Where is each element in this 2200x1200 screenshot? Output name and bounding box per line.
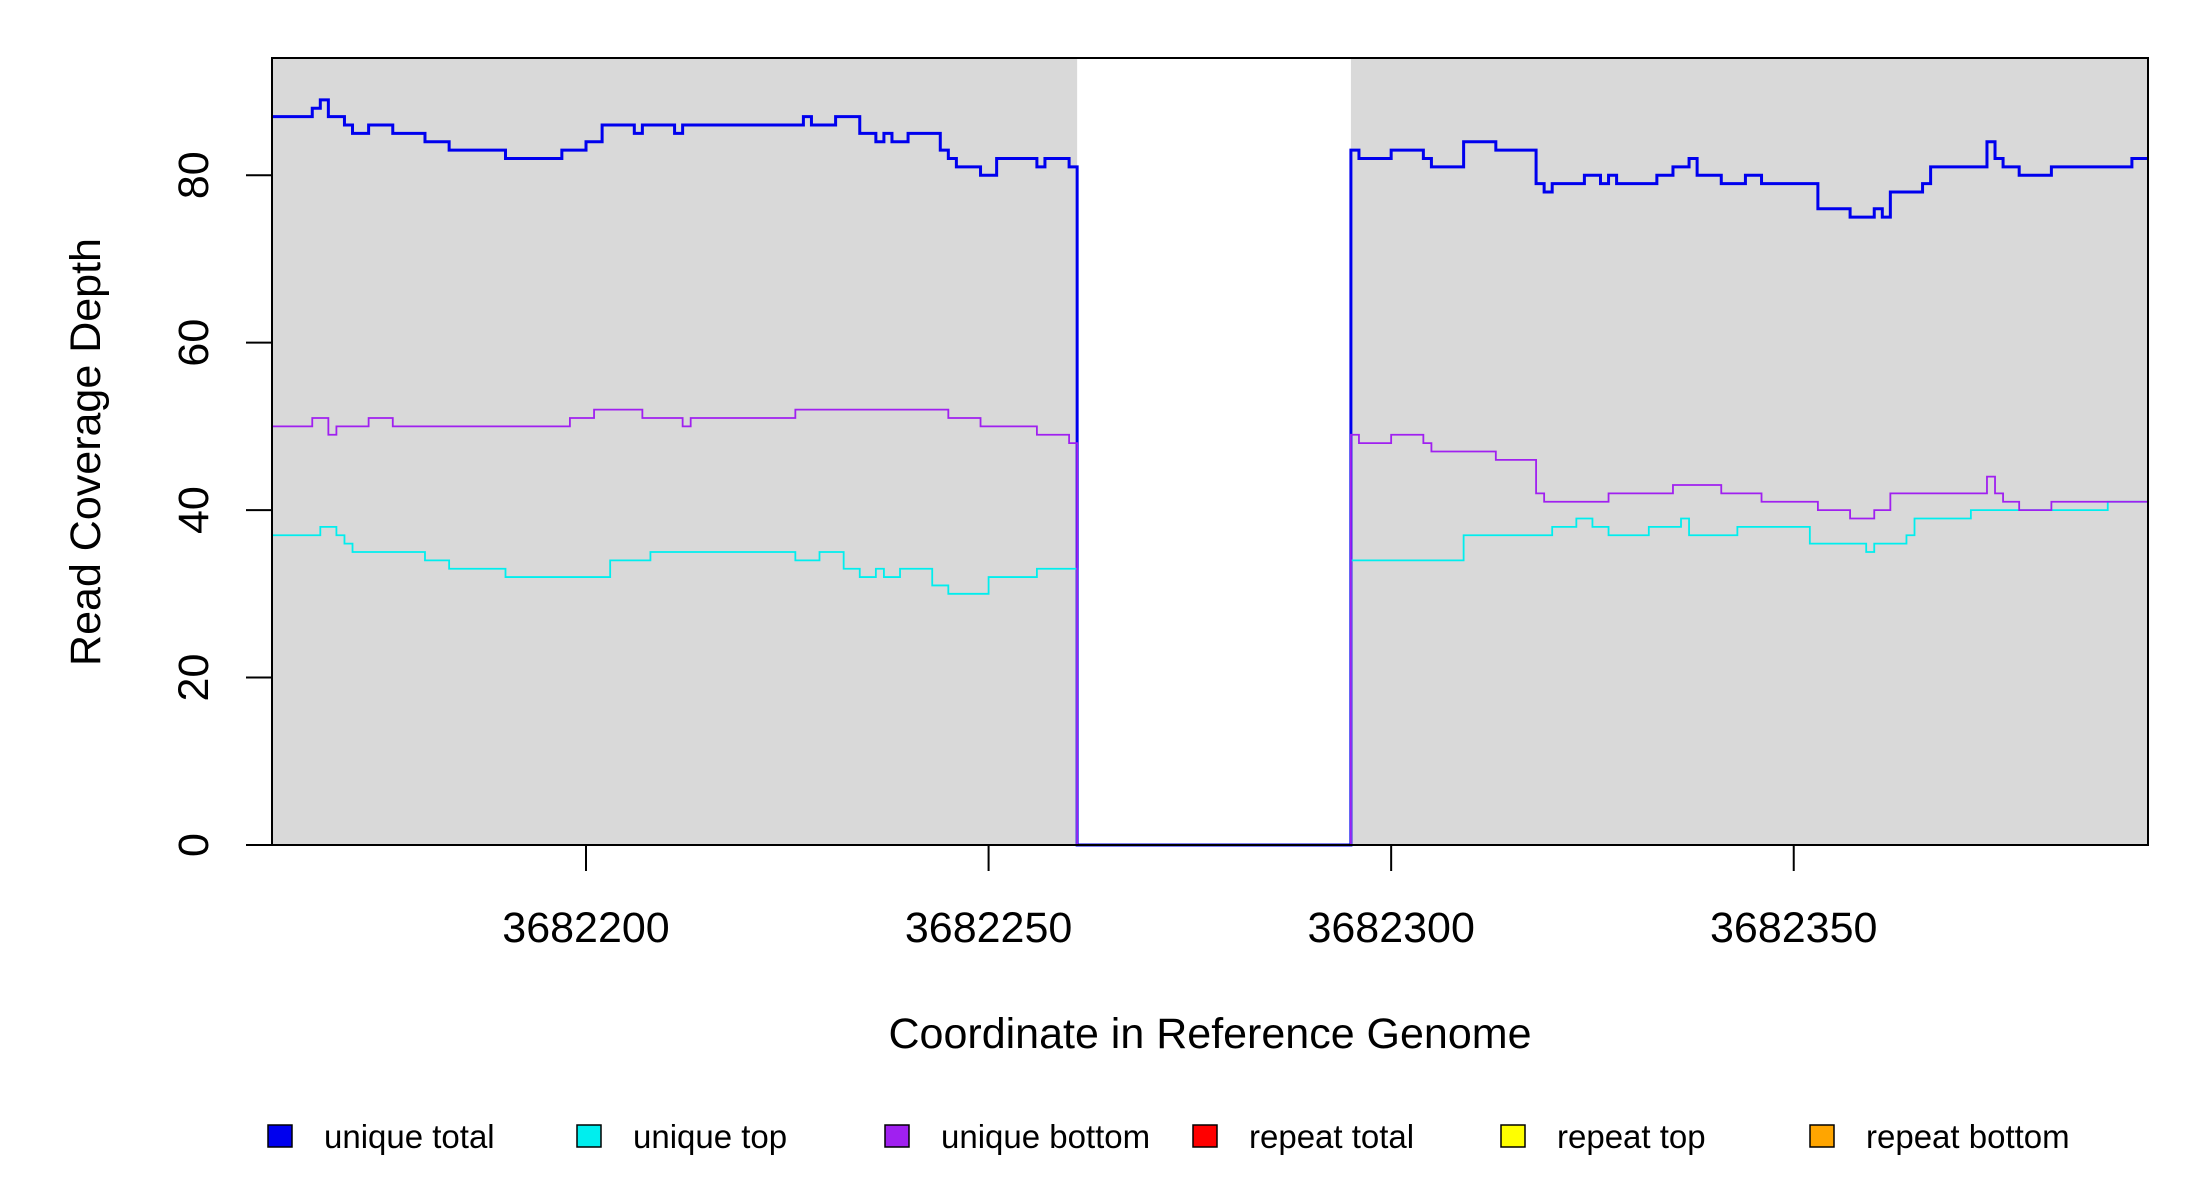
y-tick-label: 40 xyxy=(170,486,218,534)
legend-swatch-repeat-top xyxy=(1500,1124,1526,1148)
legend-swatch-repeat-bottom xyxy=(1809,1124,1835,1148)
y-tick-label: 80 xyxy=(170,151,218,199)
y-tick-label: 0 xyxy=(170,833,218,857)
x-tick-label: 3682250 xyxy=(905,904,1072,952)
legend-label-unique-bottom: unique bottom xyxy=(941,1118,1150,1155)
legend: unique total unique top unique bottom repea… xyxy=(267,1118,2070,1155)
x-axis: 3682200 3682250 3682300 3682350 xyxy=(502,845,1877,952)
shaded-region-1 xyxy=(272,58,1078,845)
legend-label-unique-top: unique top xyxy=(633,1118,787,1155)
legend-swatch-unique-top xyxy=(576,1124,602,1148)
legend-label-repeat-total: repeat total xyxy=(1249,1118,1414,1155)
legend-swatch-repeat-total xyxy=(1192,1124,1218,1148)
y-tick-label: 60 xyxy=(170,319,218,367)
x-axis-title: Coordinate in Reference Genome xyxy=(889,1010,1532,1058)
x-tick-label: 3682350 xyxy=(1710,904,1877,952)
legend-swatch-unique-bottom xyxy=(884,1124,910,1148)
series-line-unique-top xyxy=(272,500,2148,846)
series-line-unique-bottom xyxy=(272,408,2148,846)
legend-label-repeat-bottom: repeat bottom xyxy=(1866,1118,2070,1155)
x-tick-label: 3682200 xyxy=(502,904,669,952)
y-tick-label: 20 xyxy=(170,654,218,702)
y-axis-title: Read Coverage Depth xyxy=(62,238,110,666)
x-tick-label: 3682300 xyxy=(1307,904,1474,952)
y-axis: 0 20 40 60 80 xyxy=(170,151,272,857)
legend-swatch-unique-total xyxy=(267,1124,293,1148)
plot-frame xyxy=(271,57,2149,846)
legend-label-unique-total: unique total xyxy=(324,1118,495,1155)
legend-label-repeat-top: repeat top xyxy=(1557,1118,1706,1155)
